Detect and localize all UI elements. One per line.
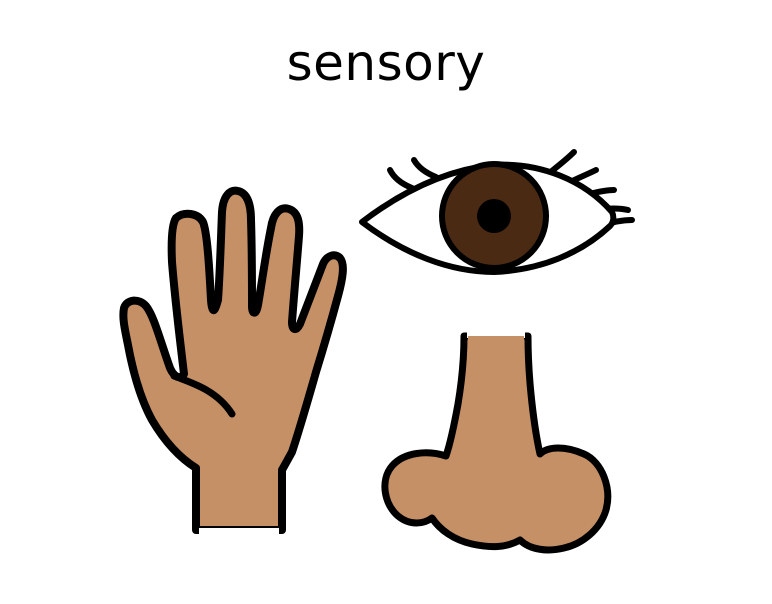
hand-shape (119, 186, 347, 534)
hand-icon (119, 186, 347, 538)
eye-icon (359, 149, 635, 275)
nose-icon (381, 326, 612, 554)
eye-pupil (477, 199, 511, 233)
nose-shape (381, 332, 612, 554)
hand-palm-crease (170, 372, 236, 418)
card-title: sensory (286, 34, 486, 92)
